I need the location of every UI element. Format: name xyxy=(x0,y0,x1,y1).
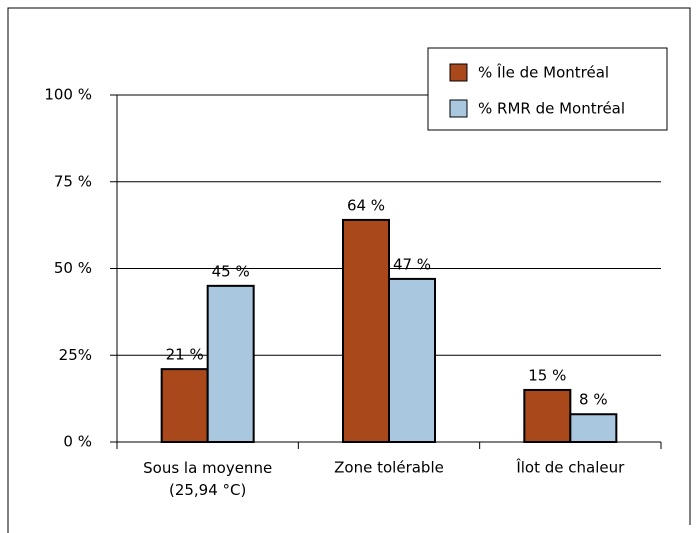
y-tick-label: 100 % xyxy=(44,86,92,104)
legend-box xyxy=(427,47,668,131)
y-tick-label: 25% xyxy=(59,346,92,364)
bar xyxy=(569,413,618,443)
legend-swatch xyxy=(449,99,468,118)
bar xyxy=(523,388,572,444)
bar xyxy=(388,277,436,443)
x-tick-line: (25,94 °C) xyxy=(169,481,246,499)
bar xyxy=(342,218,390,443)
data-label: 21 % xyxy=(166,346,204,364)
data-label: 8 % xyxy=(579,391,608,409)
x-tick-line: Sous la moyenne xyxy=(143,459,272,477)
data-label: 64 % xyxy=(347,196,385,214)
legend-label: % RMR de Montréal xyxy=(478,100,625,118)
data-label: 45 % xyxy=(212,262,250,280)
x-tick-label: Sous la moyenne (25,94 °C) xyxy=(143,459,272,499)
frame xyxy=(7,7,691,533)
legend-swatch xyxy=(449,63,468,82)
bar xyxy=(206,284,255,443)
y-tick-label: 75 % xyxy=(54,172,92,190)
bar xyxy=(160,368,209,444)
x-tick-label: Zone tolérable xyxy=(334,459,444,477)
y-tick-label: 50 % xyxy=(54,259,92,277)
data-label: 15 % xyxy=(528,366,566,384)
x-tick-label: Îlot de chaleur xyxy=(515,458,625,477)
data-label: 47 % xyxy=(393,255,431,273)
legend-label: % Île de Montréal xyxy=(478,63,609,82)
y-tick-label: 0 % xyxy=(63,433,92,451)
